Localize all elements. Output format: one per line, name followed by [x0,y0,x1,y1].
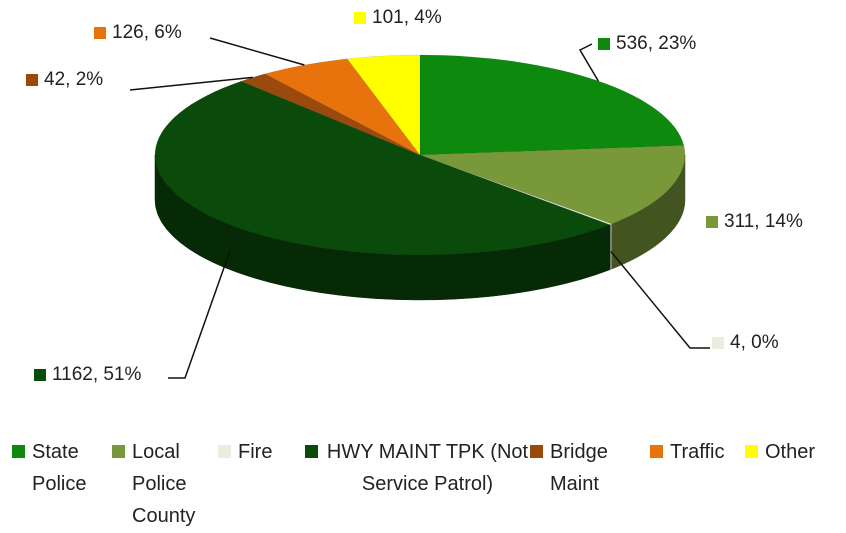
data-label: 4, 0% [730,332,779,353]
legend-label: Other [765,441,816,463]
legend-label: Local Police County [132,441,196,527]
legend-swatch [218,445,231,458]
plot: 536, 23% 311, 14% 4, 0% 1162, 51% 42, 2% 126,… [26,7,803,385]
label-swatch [354,12,366,24]
legend: State Police Local Police County Fire HWY M… [0,436,846,533]
legend-swatch [745,445,758,458]
data-label: 101, 4% [372,7,442,28]
legend-label: Bridge Maint [550,441,608,495]
leader-line [209,37,305,66]
label-swatch [94,27,106,39]
legend-label: Traffic [670,441,725,463]
legend-item: Local Police County [112,436,207,532]
slice [419,145,686,225]
leader-line [578,43,599,82]
legend-swatch [650,445,663,458]
data-label: 126, 6% [112,22,182,43]
legend-item: Bridge Maint [530,436,640,500]
label-swatch [598,38,610,50]
leader-line [168,251,231,379]
legend-item: State Police [12,436,102,500]
slice [346,54,421,156]
legend-item: Fire [218,436,298,468]
data-label: 1162, 51% [52,364,142,385]
data-label: 536, 23% [616,33,696,54]
legend-swatch [112,445,125,458]
data-label: 311, 14% [724,211,803,232]
slice [419,154,613,226]
legend-item: Traffic [650,436,745,468]
label-swatch [712,337,724,349]
leader-line [129,76,253,91]
legend-item: HWY MAINT TPK (Not Service Patrol) [305,436,530,500]
legend-swatch [530,445,543,458]
label-swatch [34,369,46,381]
label-swatch [26,74,38,86]
slice-side [609,223,613,271]
legend-label: HWY MAINT TPK (Not Service Patrol) [326,441,529,495]
legend-label: Fire [238,441,273,463]
legend-item: Other [745,436,845,468]
slice [419,54,685,156]
legend-swatch [12,445,25,458]
leader-line [610,250,710,349]
slice [264,58,421,156]
label-swatch [706,216,718,228]
slice [154,80,611,256]
legend-label: State Police [32,441,87,495]
data-label: 42, 2% [44,69,103,90]
legend-swatch [305,445,318,458]
